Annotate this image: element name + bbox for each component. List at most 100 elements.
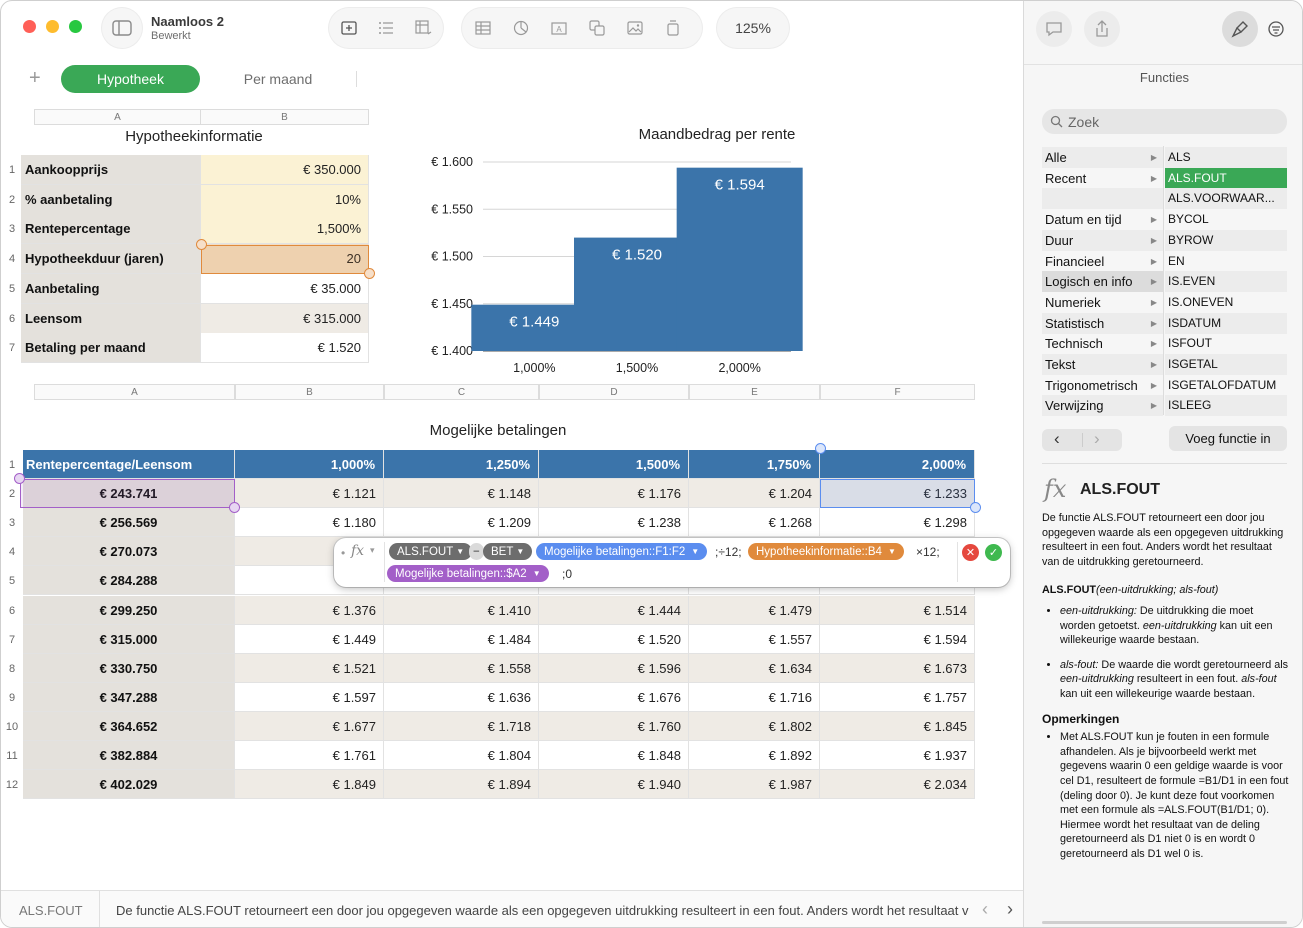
table2-value-cell[interactable]: € 1.520 xyxy=(539,625,689,654)
insert-function-button[interactable]: Voeg functie in xyxy=(1169,426,1287,451)
selected-range-f1-f2[interactable] xyxy=(820,479,975,508)
table2-col-header[interactable]: B xyxy=(235,384,384,400)
zoom-menu[interactable]: 125% xyxy=(717,8,789,48)
row-number[interactable]: 11 xyxy=(6,749,18,762)
row-number[interactable]: 8 xyxy=(8,662,16,675)
table2-col-header[interactable]: E xyxy=(689,384,820,400)
token-bet[interactable]: BET ▼ xyxy=(483,543,533,560)
table1-value-cell[interactable]: € 350.000 xyxy=(201,155,369,185)
table2-value-cell[interactable]: € 1.802 xyxy=(689,712,820,741)
table2-value-cell[interactable]: € 1.376 xyxy=(235,596,384,625)
category-item[interactable]: Statistisch ▶ xyxy=(1042,313,1163,334)
selected-cell-b4[interactable] xyxy=(201,245,369,274)
selection-handle[interactable] xyxy=(196,239,207,250)
function-item[interactable]: EN xyxy=(1168,254,1185,269)
table1-value-cell[interactable]: 10% xyxy=(201,185,369,215)
table1-label-cell[interactable]: Aankoopprijs xyxy=(21,155,201,185)
table2-value-cell[interactable]: € 1.761 xyxy=(235,741,384,770)
category-item[interactable]: Financieel ▶ xyxy=(1042,251,1163,272)
table2-value-cell[interactable]: € 1.121 xyxy=(235,479,384,508)
table2-header-cell[interactable]: 1,500% xyxy=(539,450,689,479)
table2-value-cell[interactable]: € 1.209 xyxy=(384,508,539,537)
tab-hypotheek[interactable]: Hypotheek xyxy=(61,65,200,93)
chevron-right-icon[interactable]: › xyxy=(1007,899,1013,919)
table2-value-cell[interactable]: € 1.676 xyxy=(539,683,689,712)
row-number[interactable]: 1 xyxy=(8,458,16,471)
token-als-fout[interactable]: ALS.FOUT ▼ xyxy=(389,543,473,560)
selection-handle[interactable] xyxy=(970,502,981,513)
table2-value-cell[interactable]: € 1.410 xyxy=(384,596,539,625)
table2-value-cell[interactable]: € 1.848 xyxy=(539,741,689,770)
table2-col-header[interactable]: D xyxy=(539,384,689,400)
table2-value-cell[interactable]: € 1.449 xyxy=(235,625,384,654)
token-minus[interactable]: − xyxy=(469,543,484,560)
table1-value-cell[interactable]: 20 xyxy=(201,244,369,274)
table2-value-cell[interactable]: € 1.176 xyxy=(539,479,689,508)
chevron-down-icon[interactable]: ▾ xyxy=(370,545,375,555)
table2-value-cell[interactable]: € 1.845 xyxy=(820,712,975,741)
table2-value-cell[interactable]: € 1.484 xyxy=(384,625,539,654)
function-item[interactable]: ISGETAL xyxy=(1165,354,1287,375)
table2-value-cell[interactable]: € 1.760 xyxy=(539,712,689,741)
minimize-window-button[interactable] xyxy=(46,20,59,33)
table2-value-cell[interactable]: € 1.514 xyxy=(820,596,975,625)
table2-value-cell[interactable]: € 1.894 xyxy=(384,770,539,799)
table1-label-cell[interactable]: Hypotheekduur (jaren) xyxy=(21,244,201,274)
token-ref-b4[interactable]: Hypotheekinformatie::B4 ▼ xyxy=(748,543,904,560)
table2-value-cell[interactable]: € 1.238 xyxy=(539,508,689,537)
table1-label-cell[interactable]: Rentepercentage xyxy=(21,214,201,244)
chevron-right-icon[interactable]: › xyxy=(1094,429,1100,448)
table1-label-cell[interactable]: Leensom xyxy=(21,304,201,334)
table2-value-cell[interactable]: € 1.268 xyxy=(689,508,820,537)
function-item[interactable]: ISGETALOFDATUM xyxy=(1168,378,1277,393)
function-item[interactable]: BYCOL xyxy=(1168,212,1209,227)
selection-handle[interactable] xyxy=(229,502,240,513)
function-item[interactable]: ISDATUM xyxy=(1165,313,1287,334)
table2-rowhead-cell[interactable]: € 402.029 xyxy=(23,770,235,799)
table2-value-cell[interactable]: € 1.849 xyxy=(235,770,384,799)
table2-header-cell[interactable]: Rentepercentage/Leensom xyxy=(23,450,235,479)
category-item[interactable] xyxy=(1042,188,1163,209)
table2-value-cell[interactable]: € 1.597 xyxy=(235,683,384,712)
sidebar-toggle-button[interactable] xyxy=(102,8,142,48)
selection-handle[interactable] xyxy=(14,473,25,484)
row-number[interactable]: 7 xyxy=(8,342,16,354)
table2-value-cell[interactable]: € 1.804 xyxy=(384,741,539,770)
table2-value-cell[interactable]: € 1.673 xyxy=(820,654,975,683)
table2-col-header[interactable]: A xyxy=(34,384,235,400)
table2-value-cell[interactable]: € 1.677 xyxy=(235,712,384,741)
category-item[interactable]: Verwijzing ▶ xyxy=(1042,395,1163,416)
row-number[interactable]: 1 xyxy=(8,164,16,176)
category-item[interactable]: Recent ▶ xyxy=(1042,168,1163,189)
table2-value-cell[interactable]: € 1.180 xyxy=(235,508,384,537)
table1-value-cell[interactable]: € 315.000 xyxy=(201,304,369,334)
table2-header-cell[interactable]: 1,250% xyxy=(384,450,539,479)
category-item[interactable]: Trigonometrisch ▶ xyxy=(1042,375,1163,396)
table2-value-cell[interactable]: € 2.034 xyxy=(820,770,975,799)
table2-value-cell[interactable]: € 1.521 xyxy=(235,654,384,683)
table2-value-cell[interactable]: € 1.148 xyxy=(384,479,539,508)
table1-value-cell[interactable]: 1,500% xyxy=(201,214,369,244)
function-item[interactable]: ALS xyxy=(1165,147,1287,168)
selection-handle[interactable] xyxy=(815,443,826,454)
function-item[interactable]: ALS.FOUT xyxy=(1165,168,1287,189)
table2-header-cell[interactable]: 2,000% xyxy=(820,450,975,479)
fx-icon[interactable]: fx xyxy=(351,543,365,559)
row-number[interactable]: 5 xyxy=(8,283,16,295)
row-number[interactable]: 6 xyxy=(8,604,16,617)
pivot-icon[interactable] xyxy=(412,18,433,38)
selected-cell-a2[interactable] xyxy=(20,479,235,508)
chevron-left-icon[interactable]: ‹ xyxy=(1054,429,1060,448)
table2-rowhead-cell[interactable]: € 270.073 xyxy=(23,537,235,566)
function-search-field[interactable]: Zoek xyxy=(1042,109,1287,134)
table2-value-cell[interactable]: € 1.596 xyxy=(539,654,689,683)
category-item[interactable]: Alle ▶ xyxy=(1042,147,1163,168)
table2-value-cell[interactable]: € 1.204 xyxy=(689,479,820,508)
function-item[interactable]: ISFOUT xyxy=(1168,336,1212,351)
table2-value-cell[interactable]: € 1.558 xyxy=(384,654,539,683)
table1-value-cell[interactable]: € 35.000 xyxy=(201,274,369,304)
formula-editor[interactable]: • fx ▾ ALS.FOUT ▼ − BET ▼ Mogelijke betali… xyxy=(334,538,1010,587)
table2-col-header[interactable]: C xyxy=(384,384,539,400)
list-icon[interactable] xyxy=(376,18,397,38)
bottom-function-name[interactable]: ALS.FOUT xyxy=(19,903,83,918)
